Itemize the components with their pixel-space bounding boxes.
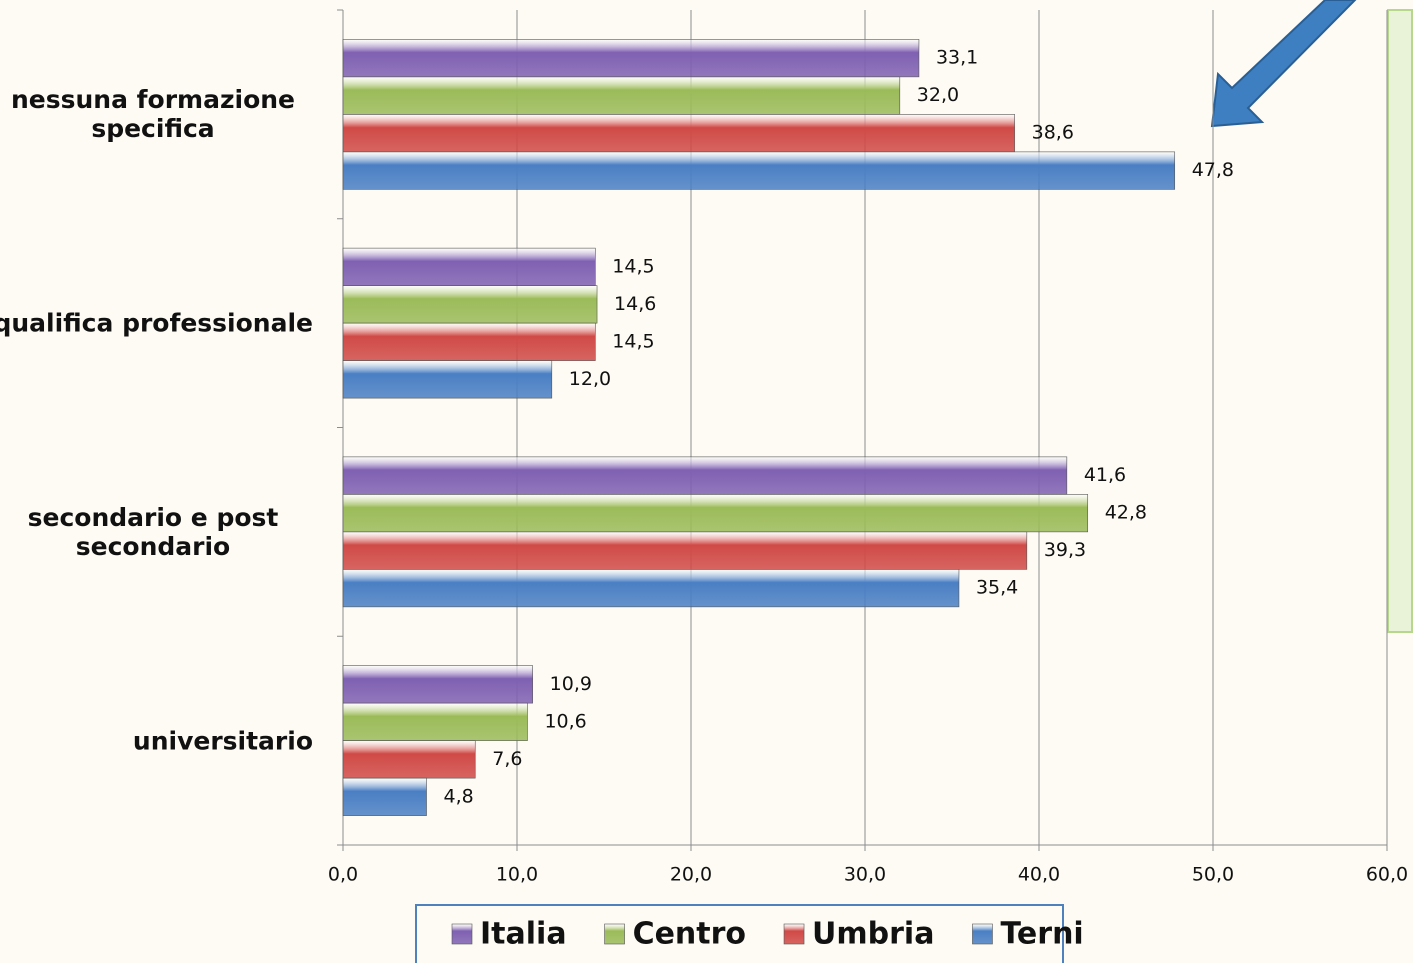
x-tick-label: 30,0 <box>844 864 886 886</box>
category-text: qualifica professionale <box>0 308 313 338</box>
value-label: 4,8 <box>444 785 474 807</box>
value-label: 42,8 <box>1105 502 1147 524</box>
legend: Italia Centro Umbria Terni <box>415 904 1084 963</box>
value-label: 33,1 <box>936 47 978 69</box>
bar <box>342 569 960 608</box>
bar <box>342 360 553 399</box>
bar <box>342 247 596 286</box>
bar <box>342 531 1028 570</box>
bar <box>342 777 427 816</box>
category-text: secondario e post secondario <box>27 502 279 561</box>
bar <box>342 76 901 115</box>
x-tick-label: 0,0 <box>328 864 358 886</box>
x-tick-label: 40,0 <box>1018 864 1060 886</box>
value-label: 32,0 <box>917 84 959 106</box>
x-tick-label: 20,0 <box>670 864 712 886</box>
x-tick-label: 60,0 <box>1366 864 1408 886</box>
legend-swatch <box>604 923 625 945</box>
legend-label: Umbria <box>812 917 934 952</box>
value-label: 10,6 <box>544 710 586 732</box>
legend-label: Italia <box>480 917 567 952</box>
side-panel <box>1387 9 1413 633</box>
value-label: 38,6 <box>1032 122 1074 144</box>
value-label: 35,4 <box>976 577 1018 599</box>
bar <box>342 114 1015 153</box>
category-label: secondario e post secondario <box>0 503 313 561</box>
legend-swatch <box>783 923 805 945</box>
legend-label: Centro <box>633 917 746 952</box>
bar <box>342 285 598 324</box>
legend-swatch <box>972 923 993 945</box>
legend-swatch <box>451 923 473 945</box>
bar <box>342 322 596 361</box>
bar <box>342 702 528 741</box>
legend-box <box>415 904 1064 963</box>
category-text: universitario <box>132 726 313 756</box>
legend-label: Terni <box>1000 917 1083 952</box>
category-label: nessuna formazione specifica <box>0 85 313 143</box>
value-label: 14,5 <box>612 330 654 352</box>
value-label: 47,8 <box>1192 159 1234 181</box>
category-label: universitario <box>0 726 313 755</box>
bar <box>342 665 533 704</box>
value-label: 7,6 <box>492 748 522 770</box>
value-label: 14,6 <box>614 293 656 315</box>
bar <box>342 39 920 78</box>
x-tick-label: 10,0 <box>496 864 538 886</box>
value-label: 10,9 <box>550 673 592 695</box>
x-tick-label: 50,0 <box>1192 864 1234 886</box>
bar <box>342 151 1176 190</box>
category-label: qualifica professionale <box>0 309 313 338</box>
value-label: 41,6 <box>1084 464 1126 486</box>
arrow <box>1210 0 1357 128</box>
bar <box>342 494 1089 533</box>
value-label: 39,3 <box>1044 539 1086 561</box>
bar <box>342 456 1068 495</box>
bar <box>342 740 476 779</box>
value-label: 12,0 <box>569 368 611 390</box>
value-label: 14,5 <box>612 255 654 277</box>
category-text: nessuna formazione specifica <box>10 85 296 144</box>
